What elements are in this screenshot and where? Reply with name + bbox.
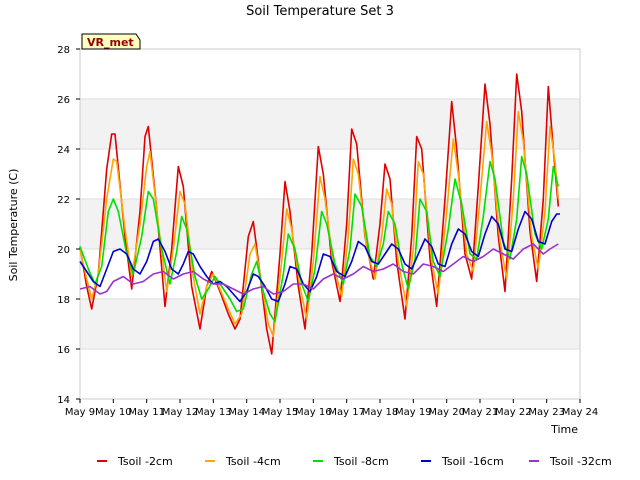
x-tick-label: May 9 [65, 407, 95, 418]
x-tick-label: May 17 [328, 407, 365, 418]
x-tick-label: May 16 [295, 407, 332, 418]
legend-label: Tsoil -8cm [333, 455, 389, 468]
chart-title: Soil Temperature Set 3 [246, 4, 394, 19]
y-tick-label: 18 [57, 295, 70, 306]
vr-met-annotation: VR_met [81, 33, 141, 50]
y-tick-label: 16 [57, 345, 70, 356]
y-axis-label: Soil Temperature (C) [7, 169, 20, 282]
x-tick-label: May 14 [228, 407, 265, 418]
series-lines [79, 73, 560, 355]
x-tick-label: May 10 [95, 407, 132, 418]
y-tick-label: 28 [57, 45, 70, 56]
x-tick-label: May 12 [162, 407, 199, 418]
y-tick-label: 26 [57, 95, 70, 106]
y-tick-label: 20 [57, 245, 70, 256]
x-tick-label: May 21 [462, 407, 499, 418]
series-line [79, 243, 559, 295]
annotation-box [81, 33, 141, 50]
legend: Tsoil -2cm Tsoil -4cm Tsoil -8cm Tsoil -16c… [97, 455, 612, 468]
y-tick-label: 14 [57, 395, 70, 406]
y-tick-label: 22 [57, 195, 70, 206]
x-tick-label: May 18 [362, 407, 399, 418]
x-tick-label: May 19 [395, 407, 432, 418]
background-band [80, 299, 580, 349]
background-band [80, 99, 580, 149]
x-tick-label: May 20 [428, 407, 465, 418]
y-tick-label: 24 [57, 145, 70, 156]
plot-frame [79, 48, 581, 400]
legend-label: Tsoil -16cm [441, 455, 504, 468]
legend-label: Tsoil -32cm [549, 455, 612, 468]
x-tick-label: May 24 [562, 407, 599, 418]
series-line [79, 210, 560, 303]
legend-label: Tsoil -2cm [117, 455, 173, 468]
x-tick-label: May 13 [195, 407, 232, 418]
x-tick-label: May 11 [128, 407, 165, 418]
plot-background-bands [80, 99, 580, 349]
y-axis-ticks: 14 16 18 20 22 24 26 28 [57, 45, 80, 406]
annotation-text: VR_met [87, 36, 134, 49]
legend-label: Tsoil -4cm [225, 455, 281, 468]
x-tick-label: May 22 [495, 407, 532, 418]
x-axis-label: Time [550, 423, 578, 436]
x-tick-label: May 15 [262, 407, 299, 418]
x-tick-label: May 23 [528, 407, 565, 418]
series-line [79, 155, 560, 323]
